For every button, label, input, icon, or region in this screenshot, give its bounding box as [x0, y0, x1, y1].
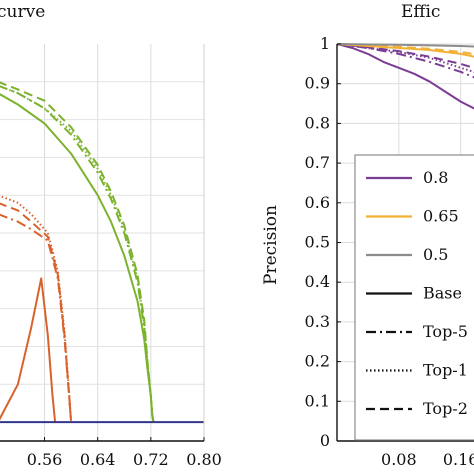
y-tick-label: 0.3: [305, 312, 330, 331]
y-tick-label: 0.4: [305, 272, 330, 291]
legend-entry: 0.65: [366, 207, 459, 226]
legend-entry: 0.5: [366, 245, 448, 264]
series-line-7: [336, 43, 474, 48]
y-tick-label: 0.1: [305, 391, 330, 410]
y-tick-label: 0.2: [305, 352, 330, 371]
legend-label: Top-5: [423, 322, 468, 341]
chart-right-y-axis-label: Precision: [261, 205, 281, 285]
chart-left-plot-area: [0, 81, 204, 424]
legend-label: Top-2: [423, 399, 468, 418]
legend-entry: Top-5: [366, 322, 468, 341]
chart-right-legend: 0.8 0.65 0.5 Base Top-5 Top-1 Top-2: [354, 154, 474, 441]
y-tick-label: 0: [320, 431, 330, 450]
y-tick-label: 0.9: [305, 74, 330, 93]
chart-right-title: Effic: [401, 2, 440, 22]
legend-label: 0.5: [423, 245, 448, 264]
chart-right-ticks: 0.08 0.16 0 0.1 0.2 0.3 0.4 0.5 0.6 0.7 0.8 0.9 1: [305, 34, 474, 469]
series-line-7: [0, 194, 73, 423]
x-tick-label: 0.16: [443, 450, 474, 469]
legend-label: Top-1: [423, 361, 468, 380]
y-tick-label: 0.6: [305, 193, 330, 212]
chart-right: Effic Precision 0.08 0.16 0 0.1 0.2 0.3 0.4 0.5…: [261, 2, 474, 469]
legend-entry: Top-2: [366, 399, 468, 418]
legend-entry: 0.8: [366, 168, 448, 187]
legend-entry: Base: [366, 284, 462, 303]
legend-box: [354, 154, 474, 441]
legend-entry: Top-1: [366, 361, 468, 380]
y-tick-label: 0.5: [305, 233, 330, 252]
series-line-5: [0, 277, 57, 423]
chart-left-axes: [0, 44, 205, 442]
series-line-4: [336, 43, 474, 70]
chart-left: curve 0.56 0.64 0.72 0.80: [0, 2, 222, 469]
y-tick-label: 0.7: [305, 153, 330, 172]
y-tick-label: 0.8: [305, 113, 330, 132]
chart-left-x-ticks: 0.56 0.64 0.72 0.80: [27, 437, 222, 469]
series-line-8: [0, 202, 73, 423]
series-line-4: [0, 81, 155, 423]
legend-label: 0.65: [423, 207, 459, 226]
chart-right-plot-area: [336, 43, 474, 110]
chart-left-grid: [0, 44, 205, 441]
x-tick-label: 0.08: [381, 450, 417, 469]
series-line-1: [336, 43, 474, 110]
series-line-5: [336, 43, 474, 58]
x-tick-label: 0.56: [27, 450, 63, 469]
x-tick-label: 0.72: [133, 450, 169, 469]
legend-label: 0.8: [423, 168, 448, 187]
chart-left-title: curve: [0, 2, 45, 22]
series-line-6: [336, 43, 474, 56]
x-tick-label: 0.64: [80, 450, 116, 469]
x-tick-label: 0.80: [186, 450, 222, 469]
legend-label: Base: [423, 284, 462, 303]
series-line-6: [0, 213, 73, 423]
y-tick-label: 1: [320, 34, 330, 53]
series-line-2: [336, 43, 474, 79]
